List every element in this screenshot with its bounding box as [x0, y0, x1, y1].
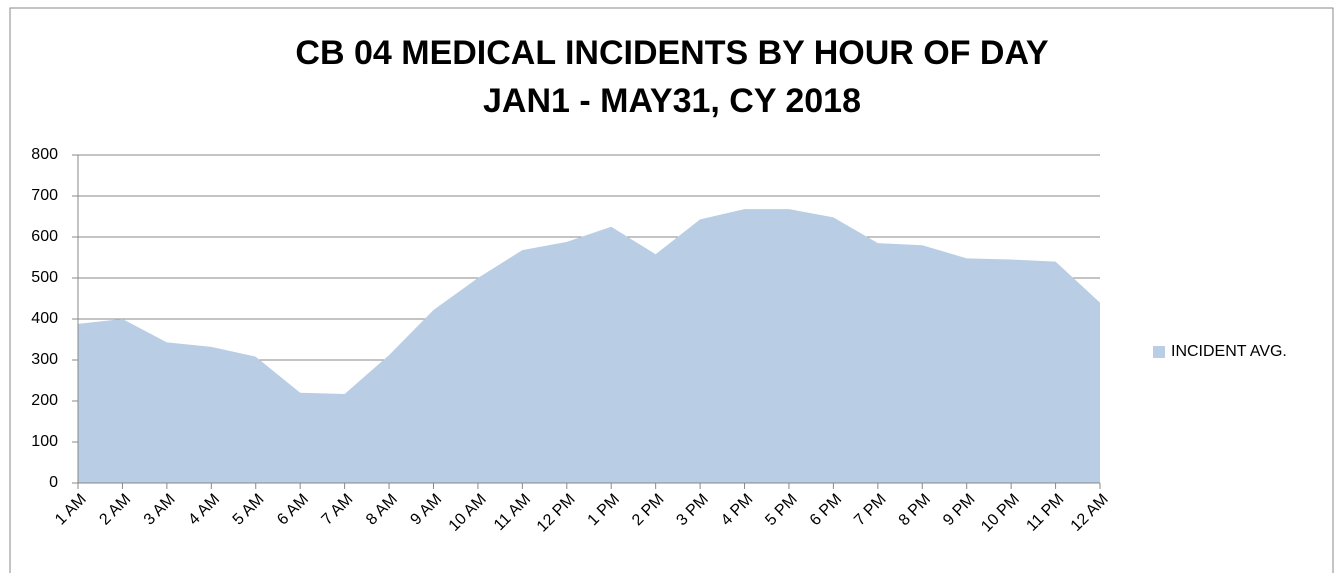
y-tick-label: 500	[31, 269, 58, 286]
y-tick-label: 800	[31, 146, 58, 163]
y-tick-label: 600	[31, 228, 58, 245]
y-tick-label: 300	[31, 351, 58, 368]
chart-title: CB 04 MEDICAL INCIDENTS BY HOUR OF DAY	[295, 34, 1048, 72]
y-tick-label: 700	[31, 187, 58, 204]
y-tick-label: 0	[49, 474, 58, 491]
y-tick-label: 100	[31, 433, 58, 450]
chart-subtitle: JAN1 - MAY31, CY 2018	[483, 82, 861, 120]
y-tick-label: 400	[31, 310, 58, 327]
legend-label: INCIDENT AVG.	[1171, 343, 1287, 360]
legend-swatch	[1153, 346, 1165, 358]
area	[78, 209, 1100, 483]
y-tick-label: 200	[31, 392, 58, 409]
